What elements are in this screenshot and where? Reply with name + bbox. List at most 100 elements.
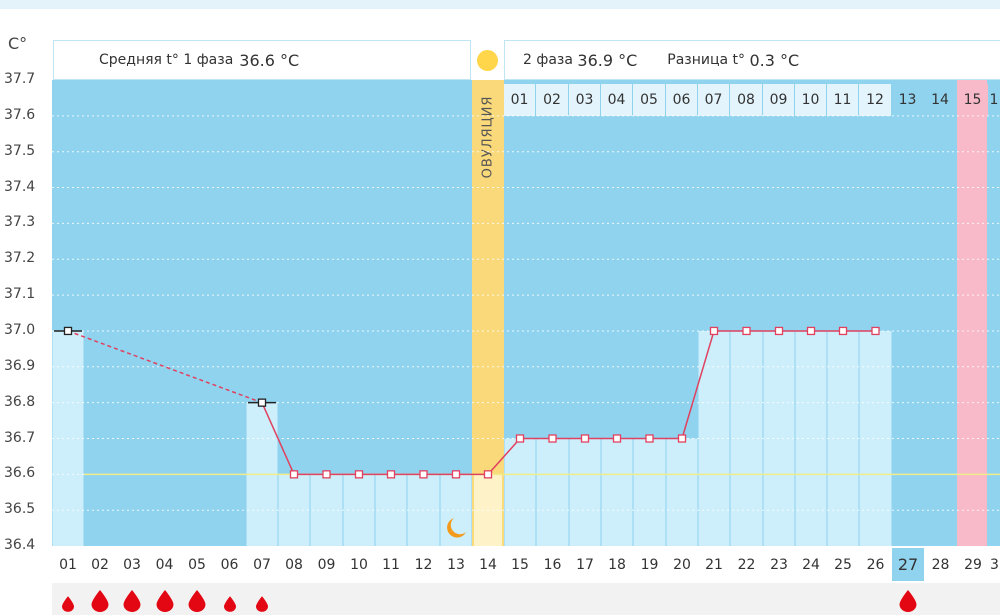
temperature-point <box>871 326 880 336</box>
x-tick-label[interactable]: 14 <box>479 556 497 573</box>
x-tick-label[interactable]: 08 <box>285 556 303 573</box>
x-tick-label[interactable]: 06 <box>220 556 239 573</box>
temperature-point <box>289 470 299 479</box>
temperature-bar <box>601 438 633 546</box>
blood-drop-icon <box>62 596 74 612</box>
blood-drop-icon <box>91 590 109 612</box>
x-tick-label[interactable]: 27 <box>892 548 924 581</box>
phase2-day-label: 09 <box>763 84 794 116</box>
temperature-bar <box>504 438 536 546</box>
y-tick-label: 36.8 <box>4 393 36 410</box>
ovulation-band <box>472 80 504 546</box>
x-tick-label[interactable]: 3 <box>990 556 999 573</box>
x-tick-label[interactable]: 17 <box>576 556 594 573</box>
x-tick-label[interactable]: 28 <box>931 556 950 573</box>
x-tick-label[interactable]: 19 <box>640 556 659 573</box>
phase2-summary: 2 фаза 36.9 °C Разница t° 0.3 °C <box>504 40 1000 80</box>
phase2-day-label: 03 <box>569 84 600 116</box>
x-tick-label[interactable]: 02 <box>91 556 109 573</box>
blood-drop-icon <box>156 590 173 612</box>
temperature-point <box>742 326 751 336</box>
phase2-day-label: 11 <box>827 84 858 116</box>
phase1-value: 36.6 °C <box>239 50 300 70</box>
phase2-label: 2 фаза <box>523 52 573 68</box>
x-tick-label[interactable]: 04 <box>155 556 174 573</box>
x-tick-label[interactable]: 13 <box>447 556 465 573</box>
top-strip <box>0 0 1000 9</box>
y-tick-label: 36.6 <box>4 465 36 482</box>
x-tick-label[interactable]: 09 <box>317 556 336 573</box>
x-tick-label[interactable]: 05 <box>188 556 206 573</box>
temperature-point <box>806 326 816 336</box>
temperature-bar <box>536 438 569 546</box>
x-tick-label[interactable]: 10 <box>350 556 368 573</box>
y-tick-label: 37.6 <box>4 106 36 123</box>
temperature-point <box>548 434 557 443</box>
x-tick-label[interactable]: 21 <box>705 556 723 573</box>
y-tick-label: 37.0 <box>4 321 36 338</box>
temperature-point <box>483 470 493 479</box>
temperature-bar <box>633 438 666 546</box>
phase2-day-label: 13 <box>898 92 917 108</box>
temperature-bar <box>375 474 407 546</box>
phase2-day-label: 12 <box>859 84 891 116</box>
temperature-point <box>677 434 687 443</box>
temperature-bar <box>859 330 892 546</box>
y-tick-label: 36.9 <box>4 357 36 374</box>
x-tick-label[interactable]: 16 <box>543 556 562 573</box>
temperature-bar <box>795 330 827 546</box>
temperature-point <box>419 470 428 479</box>
x-tick-label[interactable]: 01 <box>59 556 77 573</box>
x-tick-label[interactable]: 15 <box>511 556 529 573</box>
temperature-point <box>63 326 73 336</box>
y-tick-label: 37.5 <box>4 142 36 159</box>
x-tick-label[interactable]: 07 <box>253 556 271 573</box>
x-tick-label[interactable]: 24 <box>802 556 820 573</box>
blood-drop-icon <box>188 590 206 612</box>
pink-day-column <box>957 80 987 546</box>
temperature-point <box>515 434 525 443</box>
phase2-day-label: 06 <box>666 84 697 116</box>
blood-drop-icon <box>223 596 236 612</box>
phase1-label: Средняя t° 1 фаза <box>99 52 234 68</box>
phase2-day-label: 10 <box>795 84 826 116</box>
y-tick-label: 37.7 <box>4 71 36 87</box>
phase2-day-label: 01 <box>504 84 535 116</box>
y-tick-label: 37.2 <box>4 250 36 267</box>
blood-drop-icon <box>123 590 141 612</box>
y-axis-unit: C° <box>8 34 28 53</box>
x-tick-label[interactable]: 23 <box>770 556 788 573</box>
y-tick-label: 37.1 <box>4 286 36 303</box>
x-tick-label[interactable]: 29 <box>964 556 982 573</box>
temperature-point <box>709 326 719 336</box>
phase2-day-label: 08 <box>730 84 762 116</box>
y-tick-label: 36.7 <box>4 429 36 446</box>
temperature-point <box>386 470 396 479</box>
phase2-day-label: 07 <box>698 84 729 116</box>
phase2-day-label: 02 <box>536 84 568 116</box>
phase2-value: 36.9 °C <box>577 50 638 70</box>
temperature-line-segment <box>681 330 715 439</box>
blood-drop-icon <box>256 596 268 612</box>
sun-icon <box>477 50 498 71</box>
phase1-summary: Средняя t° 1 фаза 36.6 °C <box>53 40 471 80</box>
temperature-bar <box>569 438 601 546</box>
temperature-point <box>774 326 784 336</box>
x-tick-label[interactable]: 26 <box>866 556 885 573</box>
x-tick-label[interactable]: 03 <box>123 556 141 573</box>
temperature-point <box>257 398 267 407</box>
temperature-point <box>580 434 590 443</box>
temperature-bar <box>666 438 698 546</box>
x-tick-label[interactable]: 25 <box>834 556 852 573</box>
x-tick-label[interactable]: 18 <box>608 556 626 573</box>
x-tick-label[interactable]: 12 <box>414 556 433 573</box>
phase2-day-label: 04 <box>601 84 632 116</box>
diff-label: Разница t° <box>667 52 746 68</box>
phase2-day-label: 05 <box>633 84 665 116</box>
y-tick-label: 37.3 <box>4 214 36 231</box>
temperature-point <box>354 470 364 479</box>
x-tick-label[interactable]: 20 <box>673 556 691 573</box>
x-tick-label[interactable]: 22 <box>737 556 756 573</box>
x-tick-label[interactable]: 11 <box>382 556 400 573</box>
